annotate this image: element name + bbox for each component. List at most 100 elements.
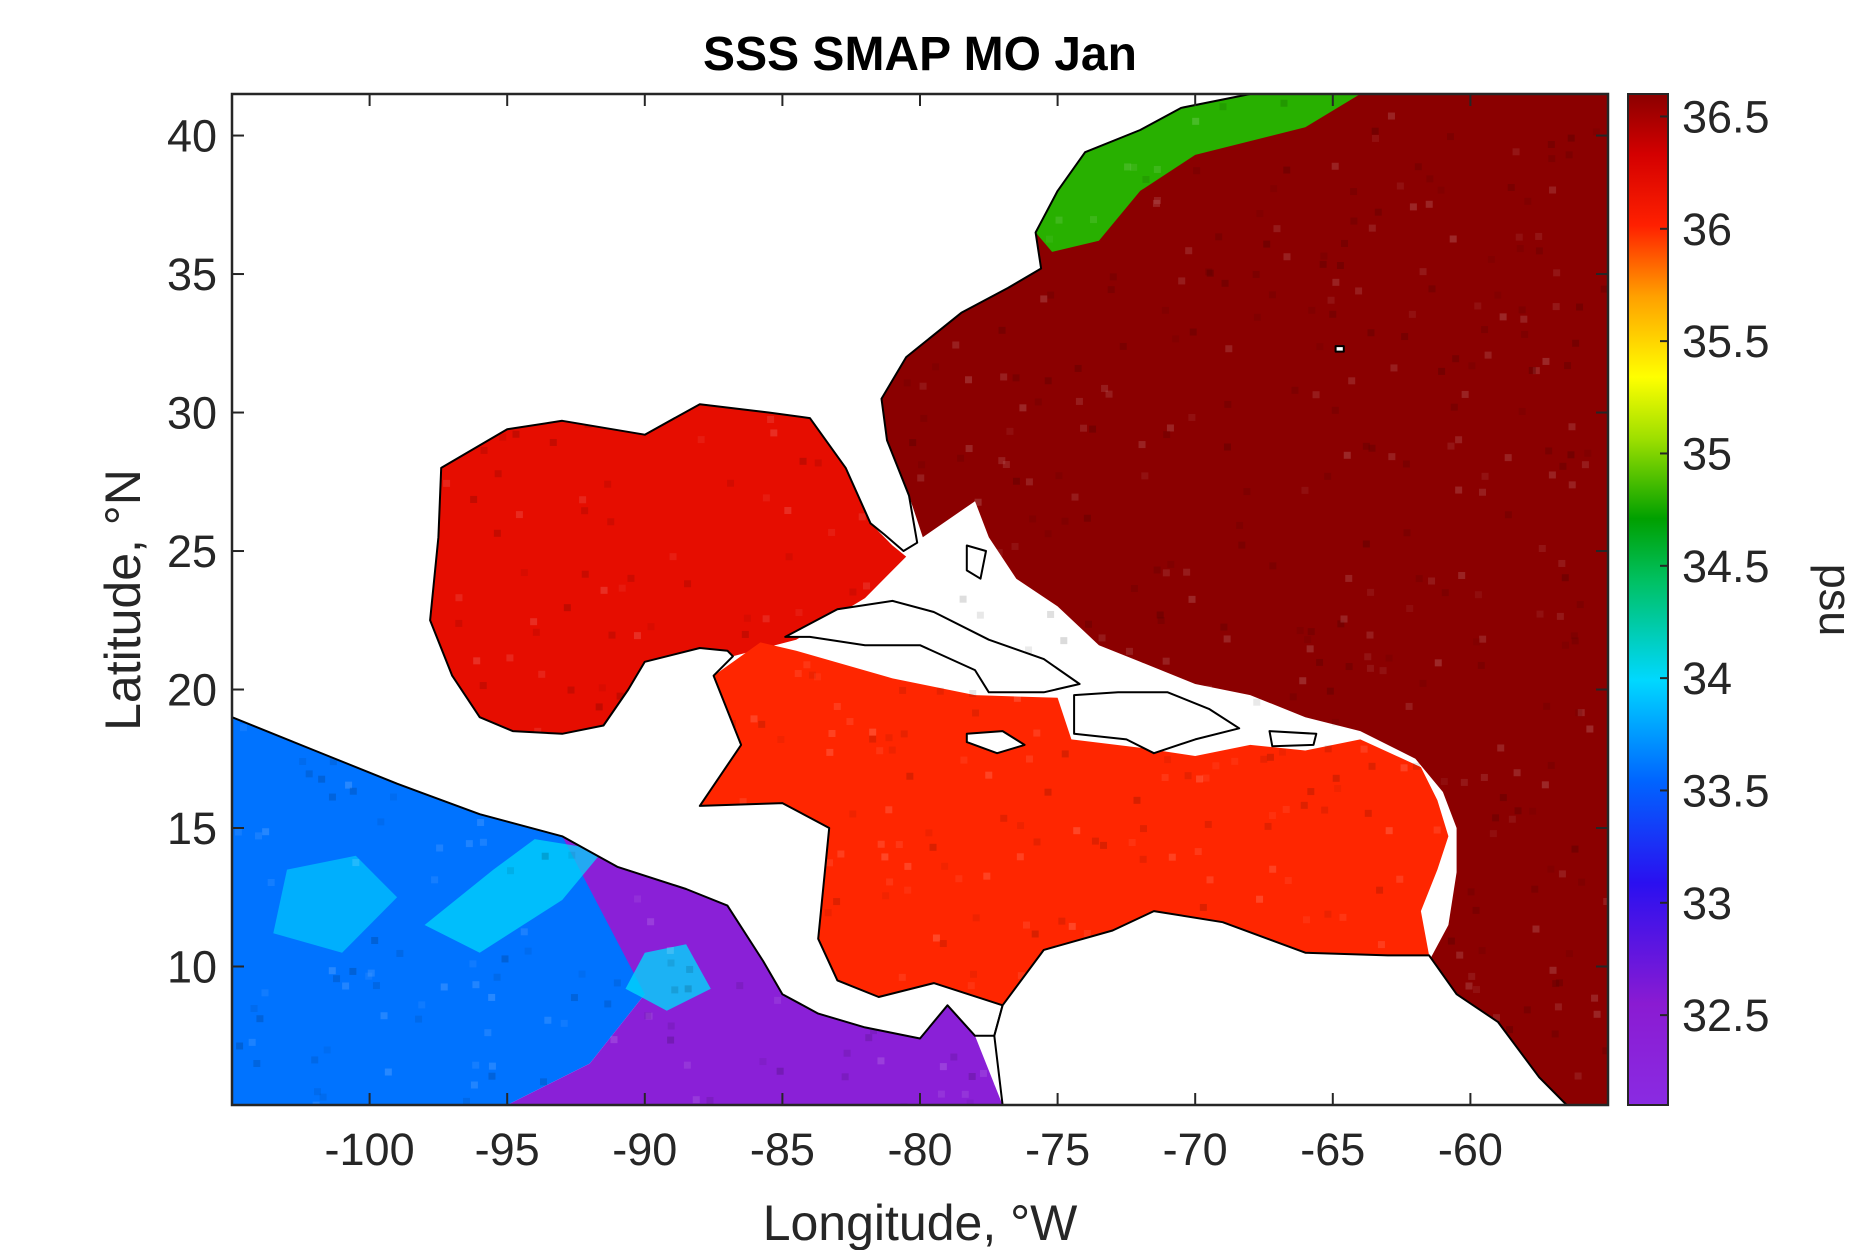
noise-pixel	[1350, 217, 1358, 225]
noise-pixel	[1212, 762, 1220, 770]
noise-pixel	[1545, 447, 1553, 455]
noise-pixel	[1371, 127, 1379, 135]
noise-pixel	[684, 580, 692, 588]
noise-pixel	[1520, 315, 1528, 323]
noise-pixel	[995, 549, 1003, 557]
noise-pixel	[1141, 472, 1149, 480]
noise-pixel	[1364, 653, 1372, 661]
noise-pixel	[1142, 175, 1150, 183]
noise-pixel	[904, 886, 912, 894]
noise-pixel	[1506, 1026, 1514, 1034]
noise-pixel	[633, 632, 641, 640]
noise-pixel	[254, 832, 262, 840]
noise-pixel	[1371, 134, 1379, 142]
noise-pixel	[1130, 585, 1138, 593]
land-cuba	[784, 599, 1081, 694]
land-puerto-rico	[1268, 730, 1318, 748]
noise-pixel	[1068, 922, 1076, 930]
noise-pixel	[686, 965, 694, 973]
noise-pixel	[1554, 1003, 1562, 1011]
noise-pixel	[1412, 762, 1420, 770]
noise-pixel	[477, 818, 485, 826]
noise-pixel	[473, 657, 481, 665]
noise-pixel	[1549, 186, 1557, 194]
noise-pixel	[512, 430, 520, 438]
noise-pixel	[1162, 657, 1170, 665]
noise-pixel	[1164, 756, 1172, 764]
noise-pixel	[1578, 878, 1586, 886]
noise-pixel	[1419, 268, 1427, 276]
x-axis-title: Longitude, °W	[763, 1195, 1078, 1250]
colorbar-tick-label: 35	[1682, 428, 1732, 479]
noise-pixel	[1074, 364, 1082, 372]
noise-pixel	[644, 1012, 652, 1020]
colorbar-tick-label: 36	[1682, 204, 1732, 255]
noise-pixel	[1324, 472, 1332, 480]
noise-pixel	[1465, 982, 1473, 990]
noise-pixel	[465, 840, 473, 848]
noise-pixel	[1194, 848, 1202, 856]
noise-pixel	[777, 735, 785, 743]
noise-pixel	[1447, 937, 1455, 945]
noise-pixel	[455, 619, 463, 627]
noise-pixel	[968, 1072, 976, 1080]
noise-pixel	[1196, 775, 1204, 783]
noise-pixel	[863, 582, 871, 590]
noise-pixel	[1329, 310, 1337, 318]
noise-pixel	[1006, 427, 1014, 435]
noise-pixel	[1268, 812, 1276, 820]
noise-pixel	[1307, 628, 1315, 636]
noise-pixel	[581, 507, 589, 515]
noise-pixel	[1364, 809, 1372, 817]
noise-pixel	[1189, 328, 1197, 336]
noise-pixel	[961, 536, 969, 544]
noise-pixel	[470, 1081, 478, 1089]
noise-pixel	[311, 1056, 319, 1064]
noise-pixel	[1521, 330, 1529, 338]
noise-pixel	[634, 895, 642, 903]
noise-pixel	[1473, 638, 1481, 646]
noise-pixel	[1558, 870, 1566, 878]
noise-pixel	[1385, 654, 1393, 662]
noise-pixel	[1367, 588, 1375, 596]
land-bermuda	[1334, 345, 1345, 353]
noise-pixel	[488, 1072, 496, 1080]
noise-pixel	[1532, 367, 1540, 375]
noise-pixel	[645, 1012, 653, 1020]
noise-pixel	[472, 1061, 480, 1069]
noise-pixel	[488, 1062, 496, 1070]
noise-pixel	[1584, 449, 1592, 457]
noise-pixel	[1124, 163, 1132, 171]
noise-pixel	[1581, 461, 1589, 469]
noise-pixel	[1468, 972, 1476, 980]
noise-pixel	[1484, 351, 1492, 359]
noise-pixel	[865, 1034, 873, 1042]
noise-pixel	[1017, 972, 1025, 980]
noise-pixel	[1350, 188, 1358, 196]
noise-pixel	[372, 982, 380, 990]
noise-pixel	[1220, 623, 1228, 631]
noise-pixel	[1426, 175, 1434, 183]
noise-pixel	[1481, 326, 1489, 334]
noise-pixel	[1535, 232, 1543, 240]
noise-pixel	[774, 996, 782, 1004]
colorbar-tick-label: 34	[1682, 653, 1732, 704]
noise-pixel	[1029, 515, 1037, 523]
noise-pixel	[1224, 400, 1232, 408]
sss-region	[430, 404, 907, 734]
noise-pixel	[965, 376, 973, 384]
noise-pixel	[776, 1067, 784, 1075]
noise-pixel	[1447, 848, 1455, 856]
noise-pixel	[604, 480, 612, 488]
noise-pixel	[969, 970, 977, 978]
noise-pixel	[1461, 390, 1469, 398]
x-tick-label: -65	[1300, 1124, 1365, 1175]
noise-pixel	[974, 498, 982, 506]
noise-pixel	[1529, 807, 1537, 815]
sss-region	[507, 836, 1003, 1105]
land-south-america	[993, 910, 1568, 1105]
noise-pixel	[1016, 853, 1024, 861]
noise-pixel	[581, 570, 589, 578]
noise-pixel	[1558, 559, 1566, 567]
noise-pixel	[1568, 423, 1576, 431]
